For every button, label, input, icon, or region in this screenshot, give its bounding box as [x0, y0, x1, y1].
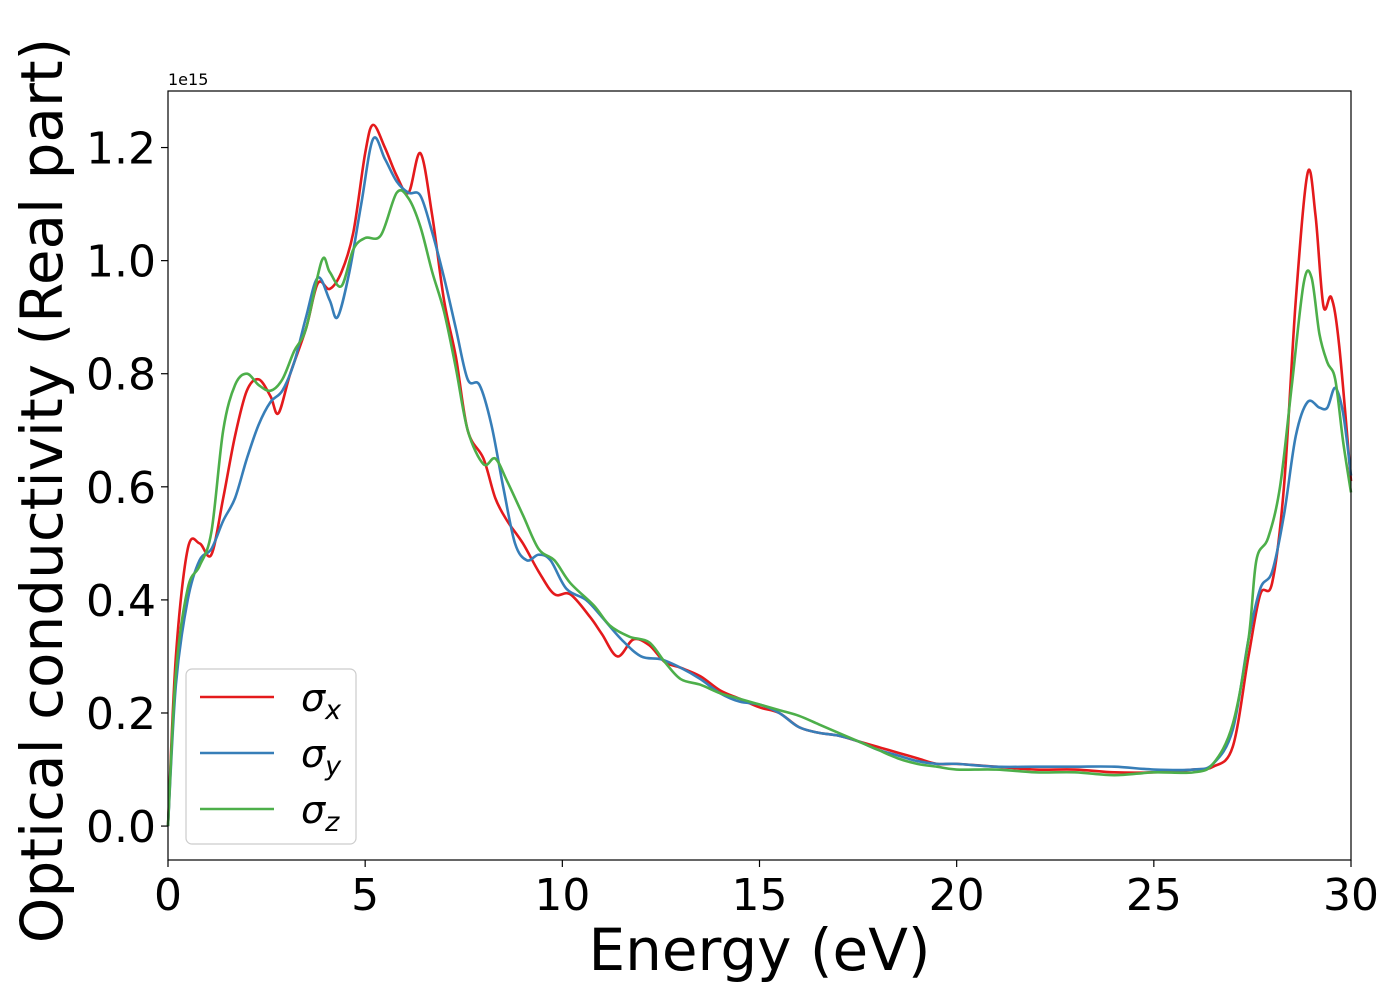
y-tick-label: 1.0	[86, 237, 156, 288]
y-axis-offset-label: 1e15	[168, 70, 208, 89]
x-tick-label: 5	[351, 870, 379, 921]
x-tick-label: 15	[732, 870, 788, 921]
x-axis: 0 5 10 15 20 25 30	[154, 860, 1379, 921]
y-tick-label: 1.2	[86, 124, 156, 175]
y-tick-label: 0.4	[86, 576, 156, 627]
y-tick-label: 0.2	[86, 689, 156, 740]
x-tick-label: 10	[534, 870, 590, 921]
legend-label: σy	[301, 732, 342, 782]
series-line-z	[166, 188, 1353, 827]
y-tick-label: 0.8	[86, 350, 156, 401]
y-axis: 0.0 0.2 0.4 0.6 0.8 1.0 1.2	[86, 124, 168, 853]
x-tick-label: 0	[154, 870, 182, 921]
x-tick-label: 25	[1126, 870, 1182, 921]
legend-label: σz	[301, 788, 340, 838]
legend-box	[185, 668, 357, 845]
x-tick-label: 30	[1323, 870, 1379, 921]
y-tick-label: 0.0	[86, 802, 156, 853]
y-axis-title: Optical conductivity (Real part)	[8, 38, 76, 943]
legend-item-x: σx	[200, 676, 342, 726]
legend: σx σy σz	[185, 668, 357, 845]
x-axis-title: Energy (eV)	[588, 916, 930, 984]
y-tick-label: 0.6	[86, 463, 156, 514]
series-layer	[166, 123, 1353, 827]
legend-label: σx	[301, 676, 342, 726]
x-tick-label: 20	[929, 870, 985, 921]
legend-item-z: σz	[200, 788, 340, 838]
legend-item-y: σy	[200, 732, 342, 782]
